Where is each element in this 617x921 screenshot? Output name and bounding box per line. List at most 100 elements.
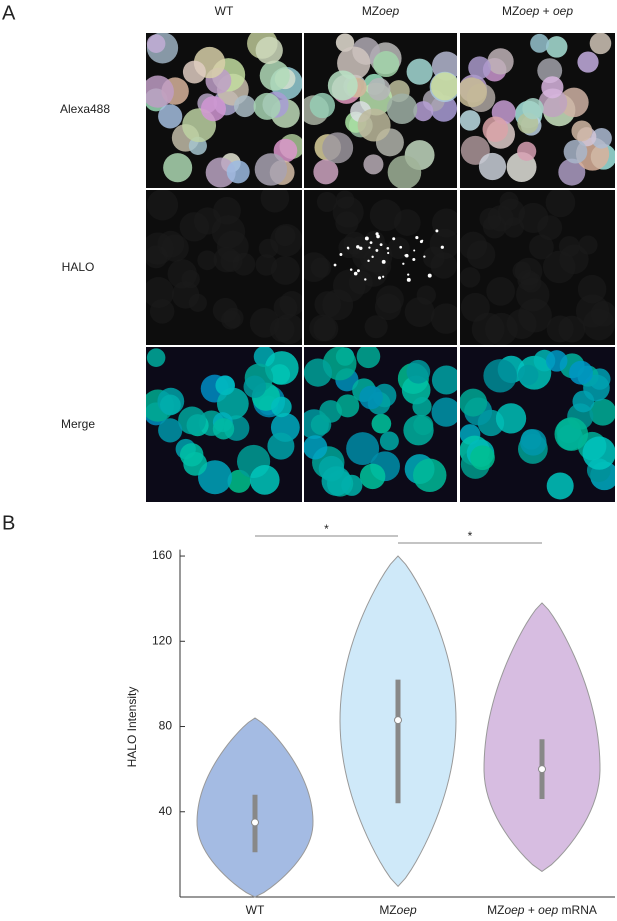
cell [198, 460, 232, 495]
cell [374, 293, 402, 321]
cell [460, 267, 481, 288]
cell [430, 72, 457, 101]
cell [460, 110, 481, 131]
speck [435, 229, 439, 233]
cell [215, 375, 236, 396]
speck [356, 245, 360, 249]
row-label: HALO [62, 260, 95, 274]
speck [406, 277, 411, 282]
x-tick-label-part: oep [538, 903, 558, 917]
cell [188, 293, 207, 312]
speck [382, 275, 385, 278]
cell [520, 429, 547, 456]
cell [571, 120, 593, 142]
cell [163, 153, 193, 183]
cell [178, 406, 207, 435]
cell [387, 155, 422, 188]
cells [146, 33, 302, 188]
cell [379, 431, 399, 451]
cell [369, 199, 402, 232]
cell [431, 397, 457, 427]
column-header: WT [215, 4, 234, 18]
x-tick-label: MZoep + oep mRNA [487, 903, 597, 917]
row-label: Alexa488 [60, 102, 110, 116]
cell [336, 394, 360, 418]
column-header: MZoep + oep [502, 4, 573, 18]
column-header-part: MZ [362, 4, 379, 18]
speck [371, 255, 374, 259]
cell [243, 375, 267, 398]
cell [146, 348, 166, 367]
cell [205, 157, 236, 188]
cell [545, 350, 568, 372]
speck [369, 241, 373, 245]
cells [460, 349, 615, 500]
cells [304, 190, 457, 342]
cell [212, 418, 235, 440]
cell [460, 388, 488, 417]
cell [487, 48, 514, 75]
cell [182, 60, 206, 84]
cell [157, 230, 185, 258]
cell [146, 277, 175, 308]
cells [304, 347, 457, 497]
cell [589, 398, 615, 426]
speck [427, 273, 432, 278]
cell [357, 108, 391, 142]
cell [578, 235, 598, 255]
x-tick-label-part: oep [504, 903, 524, 917]
cell [273, 295, 298, 320]
cells [460, 33, 615, 186]
cell [577, 274, 607, 304]
cell [569, 360, 593, 385]
cell [541, 76, 564, 99]
cell [335, 190, 355, 209]
speck [386, 247, 390, 250]
cell [327, 70, 358, 101]
cell [254, 153, 288, 186]
speck [359, 246, 363, 250]
cell [545, 36, 568, 58]
cell [343, 231, 367, 255]
speck [375, 248, 379, 252]
cell [373, 50, 400, 78]
cell [270, 255, 300, 285]
speck [399, 245, 403, 249]
cell [371, 413, 392, 434]
speck [381, 259, 386, 264]
cell [226, 160, 250, 184]
cell [386, 93, 418, 125]
significance-label: * [324, 522, 329, 536]
y-tick-label: 160 [152, 548, 172, 562]
cell [332, 269, 366, 303]
speck [421, 239, 424, 242]
cell [200, 96, 226, 122]
speck [333, 263, 337, 267]
cell [232, 252, 256, 276]
cell [413, 458, 447, 492]
speck [392, 237, 396, 241]
x-tick-label: MZoep [379, 903, 417, 917]
cells [146, 190, 302, 345]
speck [367, 259, 370, 263]
cell [404, 297, 435, 327]
cell [259, 60, 290, 91]
cells [304, 33, 457, 188]
cell [335, 211, 359, 235]
cell [412, 396, 432, 417]
cell [267, 432, 295, 460]
cell [387, 237, 410, 260]
speck [379, 243, 383, 247]
column-header-part: WT [215, 4, 234, 18]
cell [413, 101, 434, 122]
speck [402, 262, 405, 265]
cells [146, 347, 300, 495]
y-tick-label: 40 [159, 804, 173, 818]
speck [377, 276, 382, 280]
cell [313, 316, 339, 342]
cell [529, 234, 554, 260]
column-header-part: oep [553, 4, 573, 18]
column-header-part: oep [519, 4, 539, 18]
cell [253, 92, 281, 120]
y-tick-label: 120 [152, 633, 172, 647]
